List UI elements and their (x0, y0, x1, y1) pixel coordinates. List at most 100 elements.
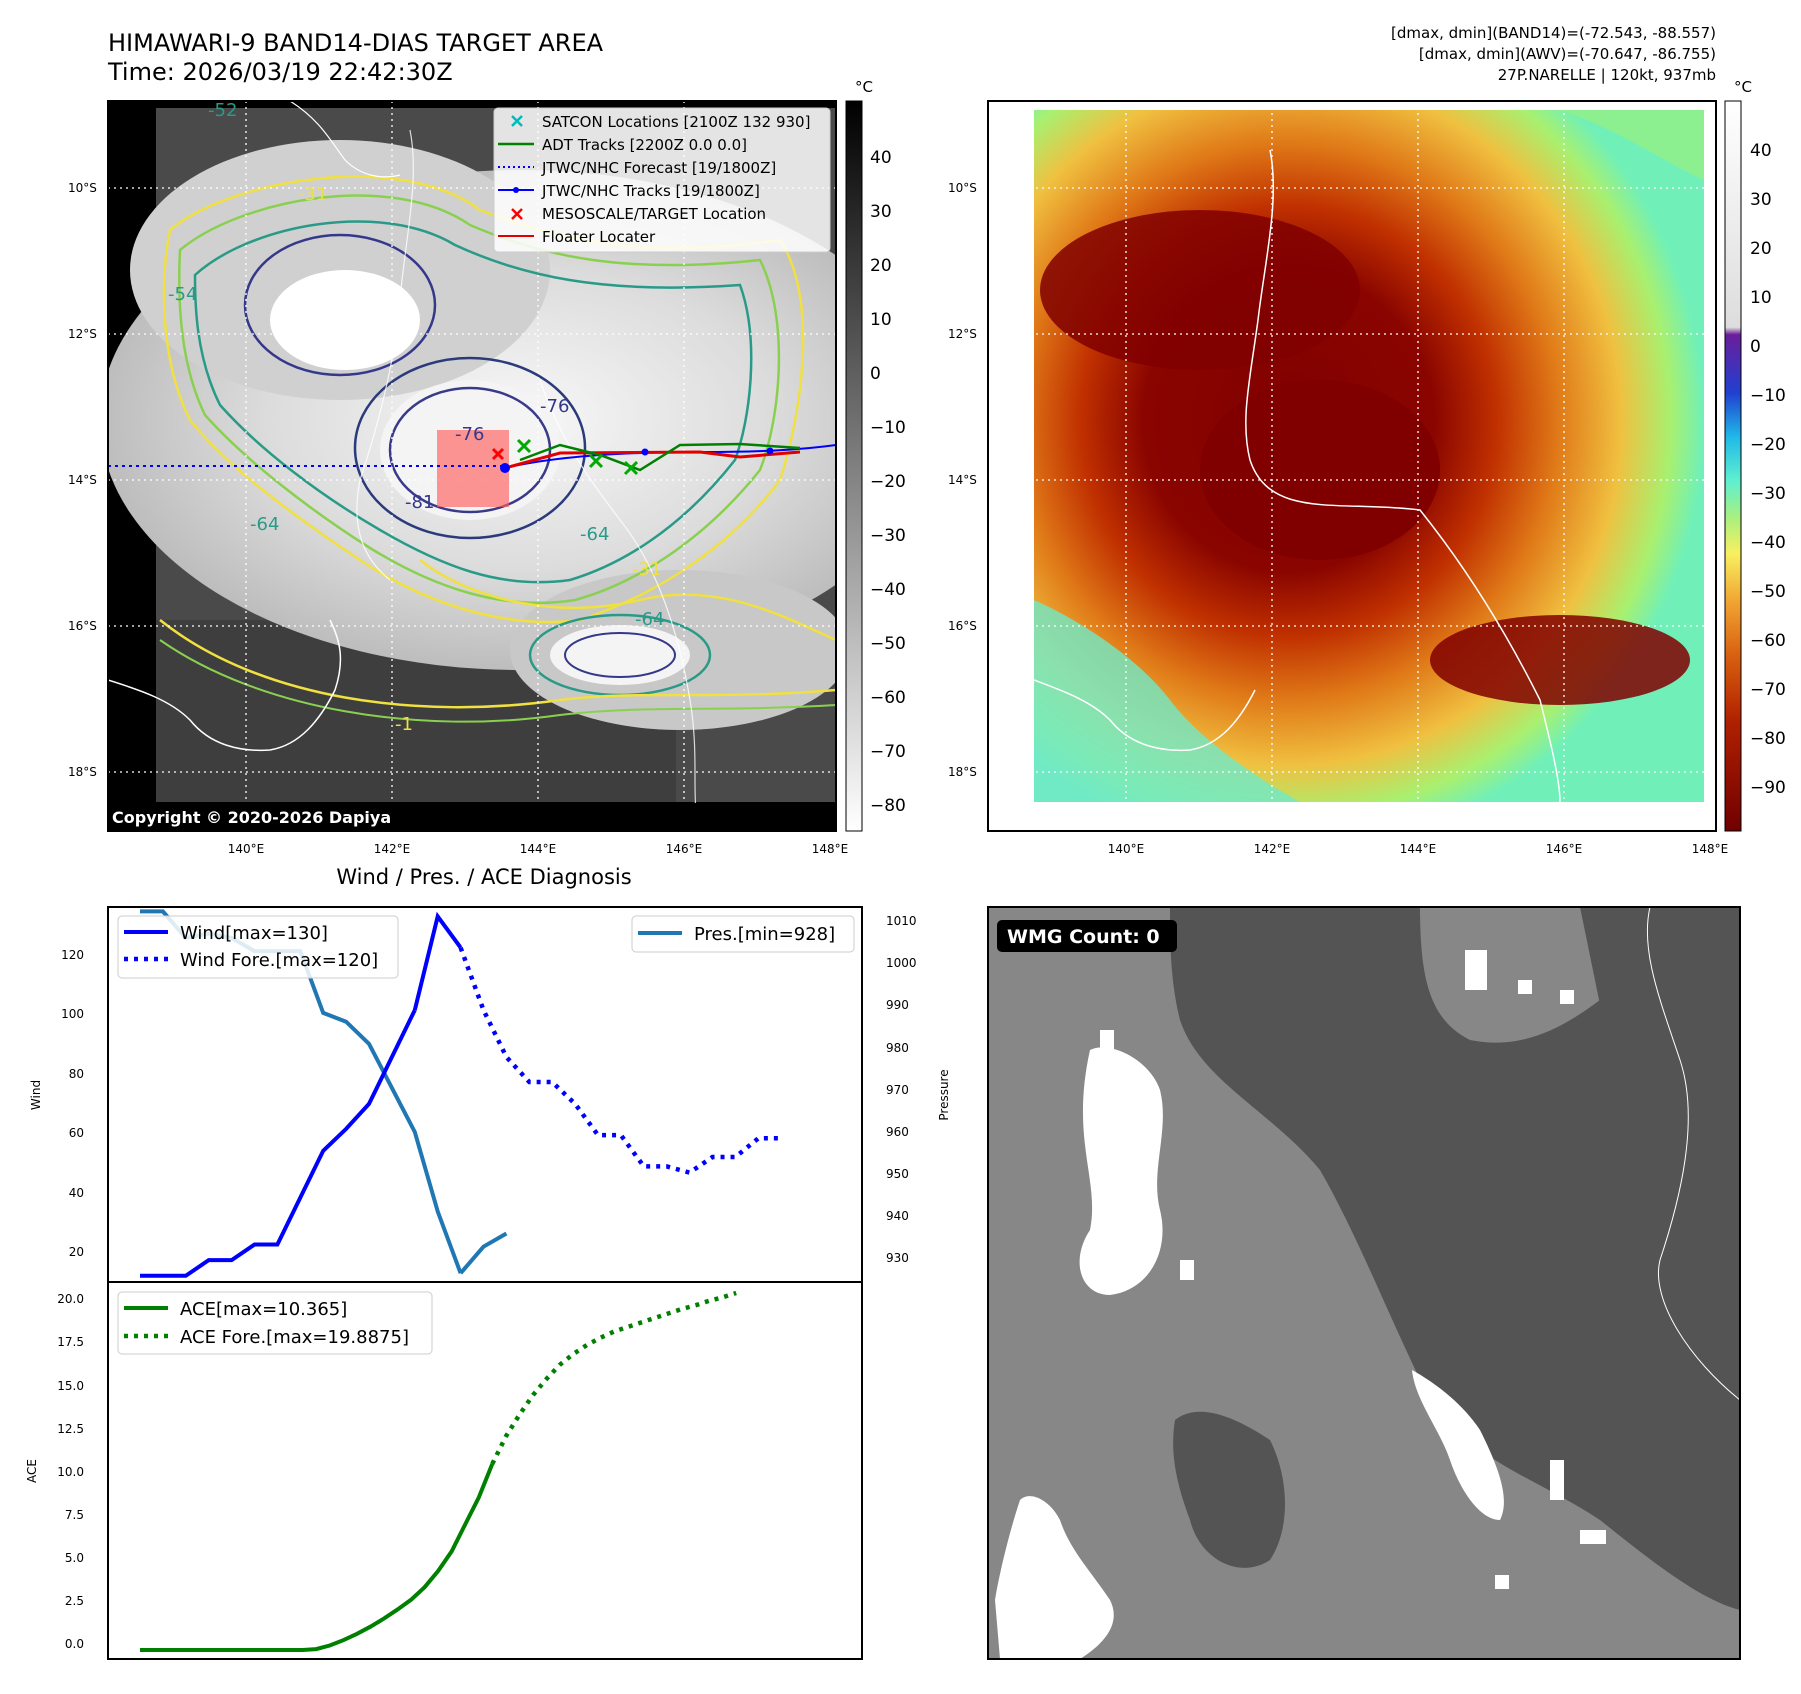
legend-wind: Wind[max=130] (180, 923, 328, 944)
colorbar-tick: −40 (870, 580, 906, 600)
figure-title: HIMAWARI-9 BAND14-DIAS TARGET AREA (108, 29, 604, 57)
contour-label: -54 (168, 284, 197, 305)
colorbar-tick: −50 (1750, 582, 1786, 602)
colorbar-tick: −10 (870, 418, 906, 438)
contour-label: -31 (298, 184, 327, 205)
stats-awv: [dmax, dmin](AWV)=(-70.647, -86.755) (1419, 45, 1716, 63)
legend-satcon-marker (511, 115, 523, 127)
lon-label: 140°E (228, 842, 265, 856)
colorbar-tick: 10 (870, 310, 892, 330)
pressure-tick: 990 (886, 998, 909, 1012)
ace-tick: 5.0 (65, 1551, 84, 1565)
wind-tick: 100 (61, 1007, 84, 1021)
pressure-tick: 940 (886, 1209, 909, 1223)
legend-satcon: SATCON Locations [2100Z 132 930] (542, 113, 810, 131)
pressure-tick: 950 (886, 1167, 909, 1181)
legend-ace: ACE[max=10.365] (180, 1299, 347, 1320)
legend-forecast: JTWC/NHC Forecast [19/1800Z] (541, 159, 776, 177)
pressure-ylabel: Pressure (937, 1069, 951, 1120)
wmg-count: WMG Count: 0 (1007, 926, 1160, 948)
colorbar-unit: °C (1734, 78, 1752, 96)
ace-tick: 10.0 (57, 1465, 84, 1479)
colorbar-tick: 30 (1750, 190, 1772, 210)
diagnosis-panel: Wind / Pres. / ACE Diagnosis Wind Pressu… (25, 865, 951, 1660)
contour-label: -64 (580, 524, 609, 545)
adt-track (519, 442, 801, 472)
lat-label: 16°S (68, 619, 97, 633)
legend-target-marker (511, 208, 523, 220)
awv-lon-labels: 140°E 142°E 144°E 146°E 148°E (1108, 842, 1729, 856)
lat-label: 10°S (68, 181, 97, 195)
colorbar-tick: −50 (870, 634, 906, 654)
colorbar-tick: −70 (1750, 680, 1786, 700)
wmg-badge (997, 920, 1177, 952)
lat-label: 14°S (68, 473, 97, 487)
colorbar-tick: −30 (870, 526, 906, 546)
colorbar-tick: −10 (1750, 386, 1786, 406)
lat-label: 18°S (948, 765, 977, 779)
legend-pres: Pres.[min=928] (694, 924, 835, 945)
contour-label: -81 (405, 492, 434, 513)
legend-adt: ADT Tracks [2200Z 0.0 0.0] (542, 136, 747, 154)
target-box (437, 430, 509, 507)
contour-label: -64 (250, 514, 279, 535)
lat-label: 10°S (948, 181, 977, 195)
lon-label: 148°E (812, 842, 849, 856)
colorbar-tick: −80 (1750, 729, 1786, 749)
pressure-legend: Pres.[min=928] (631, 915, 855, 953)
lon-label: 146°E (666, 842, 703, 856)
contour-label: -76 (455, 424, 484, 445)
legend-floater: Floater Locater (542, 228, 656, 246)
colorbar-tick: −20 (1750, 435, 1786, 455)
wind-line (140, 1009, 417, 1278)
colorbar-tick: −60 (870, 688, 906, 708)
lon-label: 148°E (1692, 842, 1729, 856)
legend-ace-fore: ACE Fore.[max=19.8875] (180, 1327, 409, 1348)
colorbar-tick: −60 (1750, 631, 1786, 651)
pressure-tick: 1000 (886, 956, 917, 970)
colorbar-unit: °C (855, 78, 873, 96)
colorbar-tick: −70 (870, 742, 906, 762)
lon-label: 144°E (1400, 842, 1437, 856)
pressure-tick: 960 (886, 1125, 909, 1139)
ace-tick: 20.0 (57, 1292, 84, 1306)
pressure-tick: 1010 (886, 914, 917, 928)
pressure-tail-line (459, 1231, 508, 1275)
awv-imagery (988, 101, 1716, 831)
lon-label: 146°E (1546, 842, 1583, 856)
contour-labels: -52 -31 -54 -76 -64 -81 -64 -31 -64 -1 -… (168, 100, 664, 735)
awv-map-panel: [dmax, dmin](BAND14)=(-72.543, -88.557) … (948, 24, 1786, 856)
storm-info: 27P.NARELLE | 120kt, 937mb (1498, 66, 1716, 84)
lat-label: 12°S (948, 327, 977, 341)
colorbar-ticks: 40 30 20 10 0 −10 −20 −30 −40 −50 −60 −7… (1750, 141, 1786, 798)
lon-label: 142°E (374, 842, 411, 856)
colorbar-tick: 20 (870, 256, 892, 276)
wind-ticks: 120 100 80 60 40 20 (61, 948, 84, 1259)
contour-label: -31 (632, 559, 661, 580)
contour-label: -64 (635, 609, 664, 630)
ir-lon-labels: 140°E 142°E 144°E 146°E 148°E (228, 842, 849, 856)
pressure-tick: 930 (886, 1251, 909, 1265)
lat-label: 18°S (68, 765, 97, 779)
colorbar-ticks: 40 30 20 10 0 −10 −20 −30 −40 −50 −60 −7… (870, 148, 906, 816)
contour-label: -1 (395, 714, 413, 735)
legend-tracks: JTWC/NHC Tracks [19/1800Z] (541, 182, 760, 200)
wind-forecast-line (458, 946, 782, 1176)
colorbar-tick: 0 (870, 364, 881, 384)
colorbar-tick: 20 (1750, 239, 1772, 259)
awv-colorbar: °C 40 30 20 10 0 −10 −20 −30 −40 −50 −60… (1724, 78, 1786, 832)
stats-band14: [dmax, dmin](BAND14)=(-72.543, -88.557) (1391, 24, 1716, 42)
lon-label: 140°E (1108, 842, 1145, 856)
ace-line (140, 1463, 495, 1652)
colorbar-tick: 40 (870, 148, 892, 168)
contour-label: -76 (540, 396, 569, 417)
pressure-tick: 970 (886, 1083, 909, 1097)
colorbar-tick: −40 (1750, 533, 1786, 553)
colorbar-tick: 30 (870, 202, 892, 222)
floater-line (504, 450, 801, 470)
wind-legend: Wind[max=130] Wind Fore.[max=120] (117, 915, 399, 979)
colorbar-tick: −80 (870, 796, 906, 816)
lon-label: 142°E (1254, 842, 1291, 856)
wmg-imagery (988, 907, 1740, 1659)
